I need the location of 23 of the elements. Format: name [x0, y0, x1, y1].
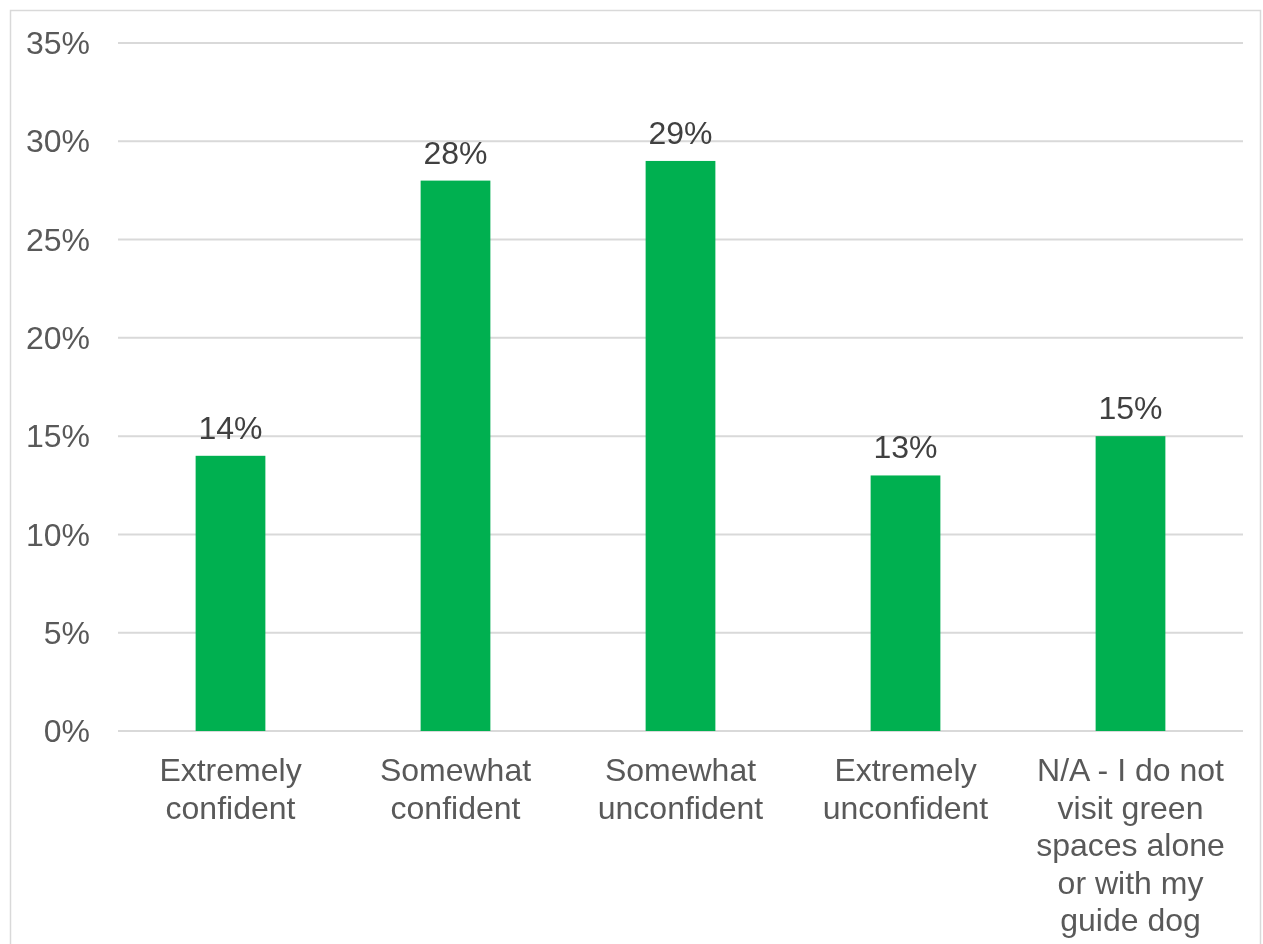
y-tick-label: 0%	[43, 713, 90, 750]
bar	[195, 455, 266, 731]
y-tick-label: 35%	[25, 25, 90, 62]
x-tick-label: Extremely unconfident	[822, 752, 989, 826]
bar	[645, 160, 716, 731]
x-tick-label: Somewhat confident	[379, 752, 532, 826]
y-tick-label: 15%	[25, 418, 90, 455]
bar	[870, 475, 941, 731]
y-tick-label: 20%	[25, 320, 90, 357]
data-label: 13%	[873, 429, 938, 466]
data-label: 28%	[423, 134, 488, 171]
y-tick-label: 30%	[25, 123, 90, 160]
x-tick-label: N/A - I do not visit green spaces alone or with my guide dog	[1036, 752, 1225, 938]
bar	[1095, 436, 1166, 731]
data-label: 14%	[198, 409, 263, 446]
y-tick-label: 25%	[25, 221, 90, 258]
bar	[420, 180, 491, 731]
data-label: 29%	[648, 114, 713, 151]
x-tick-label: Somewhat unconfident	[597, 752, 764, 826]
data-label: 15%	[1098, 390, 1163, 427]
x-tick-label: Extremely confident	[159, 752, 302, 826]
y-tick-label: 5%	[43, 614, 90, 651]
y-tick-label: 10%	[25, 516, 90, 553]
